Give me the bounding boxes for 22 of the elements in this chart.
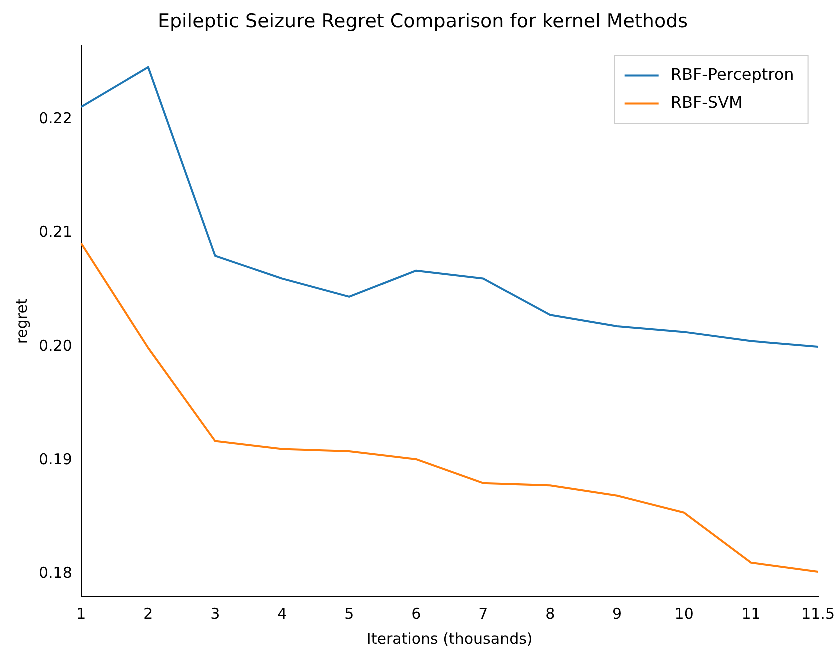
x-tick-label: 5 bbox=[344, 604, 354, 623]
x-axis-title: Iterations (thousands) bbox=[366, 630, 533, 648]
y-tick-label: 0.19 bbox=[38, 450, 72, 469]
y-tick-label: 0.18 bbox=[38, 564, 72, 582]
legend-label: RBF-SVM bbox=[670, 92, 743, 112]
y-tick-label: 0.20 bbox=[38, 336, 72, 355]
x-tick-label: 9 bbox=[612, 604, 622, 623]
chart-title: Epileptic Seizure Regret Comparison for kernel Methods bbox=[158, 10, 688, 32]
x-tick-label: 11.5 bbox=[802, 604, 836, 623]
x-tick-label: 1 bbox=[76, 604, 86, 623]
x-tick-label: 10 bbox=[674, 604, 694, 623]
y-axis-title: regret bbox=[12, 298, 31, 344]
y-tick-label: 0.21 bbox=[38, 223, 72, 242]
legend-label: RBF-Perceptron bbox=[670, 64, 794, 84]
x-tick-label: 2 bbox=[144, 604, 154, 623]
y-tick-label: 0.22 bbox=[38, 110, 72, 128]
x-tick-label: 3 bbox=[210, 604, 220, 623]
x-tick-label: 8 bbox=[546, 604, 556, 623]
x-tick-label: 7 bbox=[478, 604, 488, 623]
x-tick-label: 4 bbox=[278, 604, 288, 623]
x-tick-label: 6 bbox=[412, 604, 422, 623]
x-tick-label: 11 bbox=[742, 604, 761, 623]
